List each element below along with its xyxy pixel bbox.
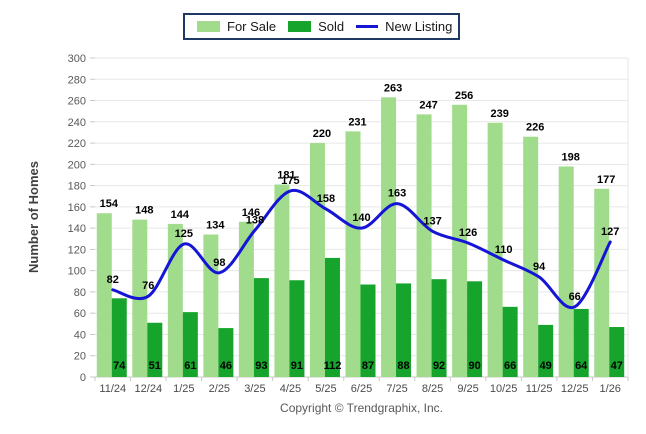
legend-item-for-sale: For Sale (197, 20, 276, 33)
svg-text:5/25: 5/25 (315, 383, 336, 395)
svg-text:134: 134 (206, 220, 225, 232)
svg-text:300: 300 (68, 53, 86, 65)
svg-text:158: 158 (317, 193, 335, 205)
svg-text:120: 120 (68, 244, 86, 256)
copyright-text: Copyright © Trendgraphix, Inc. (280, 401, 443, 415)
svg-text:12/25: 12/25 (561, 383, 589, 395)
svg-text:61: 61 (184, 360, 196, 372)
svg-text:247: 247 (419, 99, 437, 111)
svg-text:12/24: 12/24 (135, 383, 163, 395)
svg-text:93: 93 (255, 360, 267, 372)
svg-text:177: 177 (597, 174, 615, 186)
svg-text:180: 180 (68, 181, 86, 193)
svg-text:220: 220 (313, 128, 331, 140)
svg-text:10/25: 10/25 (490, 383, 518, 395)
svg-text:49: 49 (540, 360, 552, 372)
svg-text:46: 46 (220, 360, 232, 372)
svg-text:0: 0 (80, 372, 86, 384)
svg-text:146: 146 (242, 207, 260, 219)
svg-text:47: 47 (611, 360, 623, 372)
svg-text:239: 239 (490, 108, 508, 120)
svg-text:112: 112 (324, 360, 342, 372)
svg-text:140: 140 (352, 212, 370, 224)
svg-text:82: 82 (107, 274, 119, 286)
svg-text:140: 140 (68, 223, 86, 235)
svg-text:240: 240 (68, 117, 86, 129)
svg-text:64: 64 (575, 360, 588, 372)
svg-text:1/26: 1/26 (600, 383, 621, 395)
svg-text:3/25: 3/25 (244, 383, 265, 395)
svg-text:66: 66 (504, 360, 516, 372)
svg-text:280: 280 (68, 74, 86, 86)
legend-item-new-listing: New Listing (356, 20, 452, 33)
svg-text:20: 20 (74, 351, 86, 363)
legend-label-sold: Sold (318, 19, 345, 34)
svg-text:92: 92 (433, 360, 445, 372)
svg-text:263: 263 (384, 82, 402, 94)
chart-svg: 0 20 40 60 80 100 120 140 160 180 200 220 240 260 280 3… (26, 53, 629, 395)
svg-text:231: 231 (348, 116, 366, 128)
svg-text:94: 94 (533, 261, 546, 273)
svg-text:11/25: 11/25 (526, 383, 553, 395)
svg-text:127: 127 (601, 226, 619, 238)
svg-text:40: 40 (74, 329, 86, 341)
svg-text:100: 100 (68, 266, 86, 278)
svg-text:76: 76 (142, 280, 154, 292)
svg-text:51: 51 (149, 360, 161, 372)
svg-text:226: 226 (526, 122, 544, 134)
svg-text:6/25: 6/25 (351, 383, 372, 395)
svg-text:1/25: 1/25 (173, 383, 194, 395)
svg-text:163: 163 (388, 188, 406, 200)
legend-label-for-sale: For Sale (227, 19, 277, 34)
svg-text:11/24: 11/24 (99, 383, 126, 395)
svg-text:91: 91 (291, 360, 303, 372)
svg-text:256: 256 (455, 90, 473, 102)
svg-text:144: 144 (171, 209, 190, 221)
svg-text:90: 90 (468, 360, 480, 372)
svg-text:260: 260 (68, 96, 86, 108)
svg-text:74: 74 (113, 360, 126, 372)
svg-text:66: 66 (569, 291, 581, 303)
svg-text:126: 126 (459, 227, 477, 239)
svg-text:175: 175 (281, 175, 299, 187)
chart-legend: For Sale Sold New Listing (183, 13, 460, 40)
svg-text:220: 220 (68, 138, 86, 150)
svg-text:98: 98 (213, 257, 225, 269)
svg-text:110: 110 (495, 244, 513, 256)
svg-text:160: 160 (68, 202, 86, 214)
svg-text:2/25: 2/25 (209, 383, 230, 395)
svg-text:4/25: 4/25 (280, 383, 301, 395)
svg-text:88: 88 (397, 360, 409, 372)
svg-text:181: 181 (277, 170, 295, 182)
svg-text:60: 60 (74, 308, 86, 320)
sold-swatch-icon (288, 21, 312, 32)
svg-text:8/25: 8/25 (422, 383, 443, 395)
svg-text:148: 148 (135, 205, 153, 217)
svg-text:198: 198 (562, 151, 580, 163)
svg-text:200: 200 (68, 159, 86, 171)
legend-label-new-listing: New Listing (385, 19, 453, 34)
legend-item-sold: Sold (288, 20, 344, 33)
svg-text:154: 154 (100, 198, 119, 210)
svg-text:7/25: 7/25 (386, 383, 407, 395)
svg-text:9/25: 9/25 (457, 383, 478, 395)
svg-text:137: 137 (423, 215, 441, 227)
svg-text:80: 80 (74, 287, 86, 299)
for-sale-swatch-icon (197, 21, 220, 32)
svg-text:125: 125 (175, 228, 193, 240)
new-listing-line-icon (356, 25, 379, 28)
svg-text:87: 87 (362, 360, 374, 372)
svg-text:138: 138 (246, 214, 264, 226)
svg-text:Number of Homes: Number of Homes (26, 161, 41, 273)
